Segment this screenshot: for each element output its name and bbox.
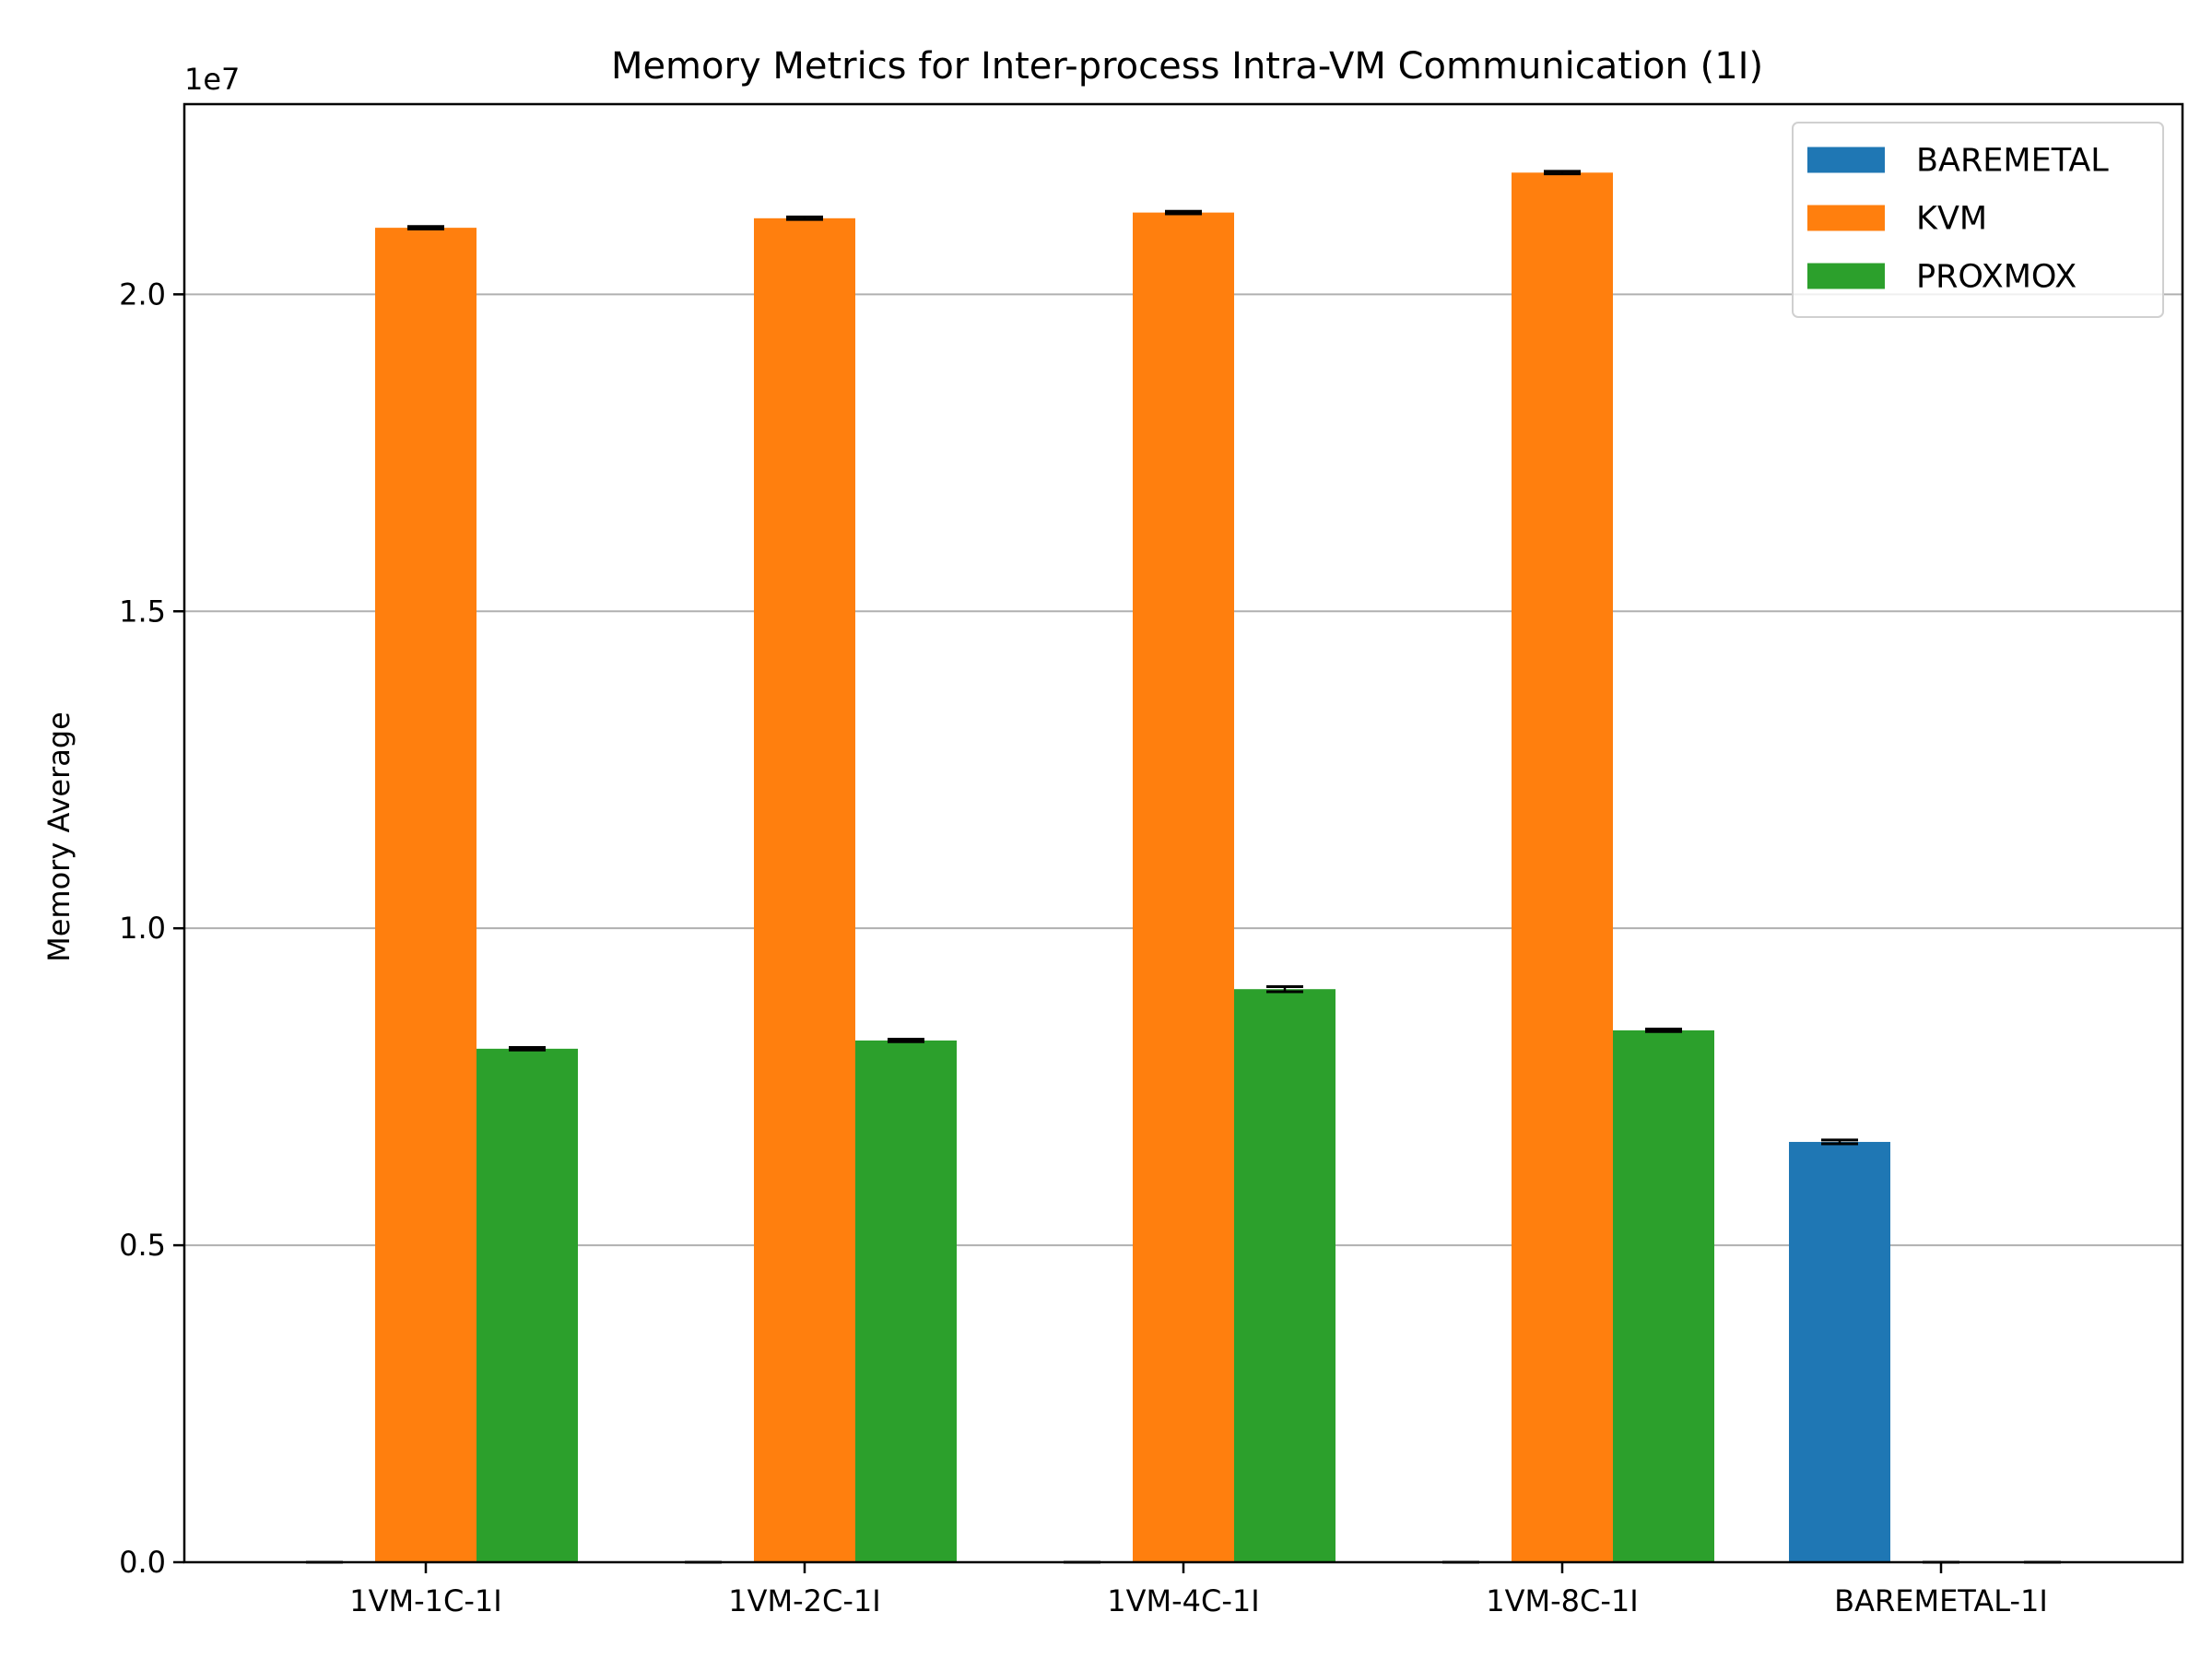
legend-swatch-baremetal [1807,147,1885,173]
legend-label-kvm: KVM [1916,201,1987,238]
y-axis-offset-label: 1e7 [184,62,240,97]
bar-proxmox [1613,1030,1714,1562]
x-tick-label: BAREMETAL-1I [1834,1583,2048,1618]
legend: BAREMETAL KVM PROXMOX [1792,122,2164,318]
bars [375,172,1890,1563]
y-tick-label: 1.0 [119,911,166,946]
chart-title: Memory Metrics for Inter-process Intra-V… [611,45,1763,88]
x-tick-label: 1VM-2C-1I [728,1583,880,1618]
y-axis-label: Memory Average [41,712,76,962]
y-tick-label: 0.0 [119,1545,166,1580]
bar-proxmox [477,1048,578,1562]
x-tick-label: 1VM-4C-1I [1107,1583,1259,1618]
bar-baremetal [1789,1141,1890,1562]
bar-kvm [1512,172,1613,1563]
x-tick-label: 1VM-8C-1I [1486,1583,1638,1618]
bar-kvm [1133,212,1234,1562]
bar-kvm [375,228,477,1562]
legend-swatch-proxmox [1807,263,1885,289]
legend-box [1792,122,2164,318]
bar-kvm [754,218,855,1562]
legend-label-proxmox: PROXMOX [1916,259,2077,296]
x-tick-label: 1VM-1C-1I [349,1583,501,1618]
legend-label-baremetal: BAREMETAL [1916,143,2109,180]
y-tick-label: 2.0 [119,276,166,312]
bar-proxmox [1234,989,1335,1562]
y-tick-label: 1.5 [119,594,166,629]
y-tick-label: 0.5 [119,1228,166,1263]
y-axis-ticks: 0.0 0.5 1.0 1.5 2.0 [119,276,184,1580]
bar-proxmox [855,1040,957,1562]
legend-swatch-kvm [1807,205,1885,231]
x-axis-ticks: 1VM-1C-1I 1VM-2C-1I 1VM-4C-1I 1VM-8C-1I BARE… [349,1562,2048,1618]
